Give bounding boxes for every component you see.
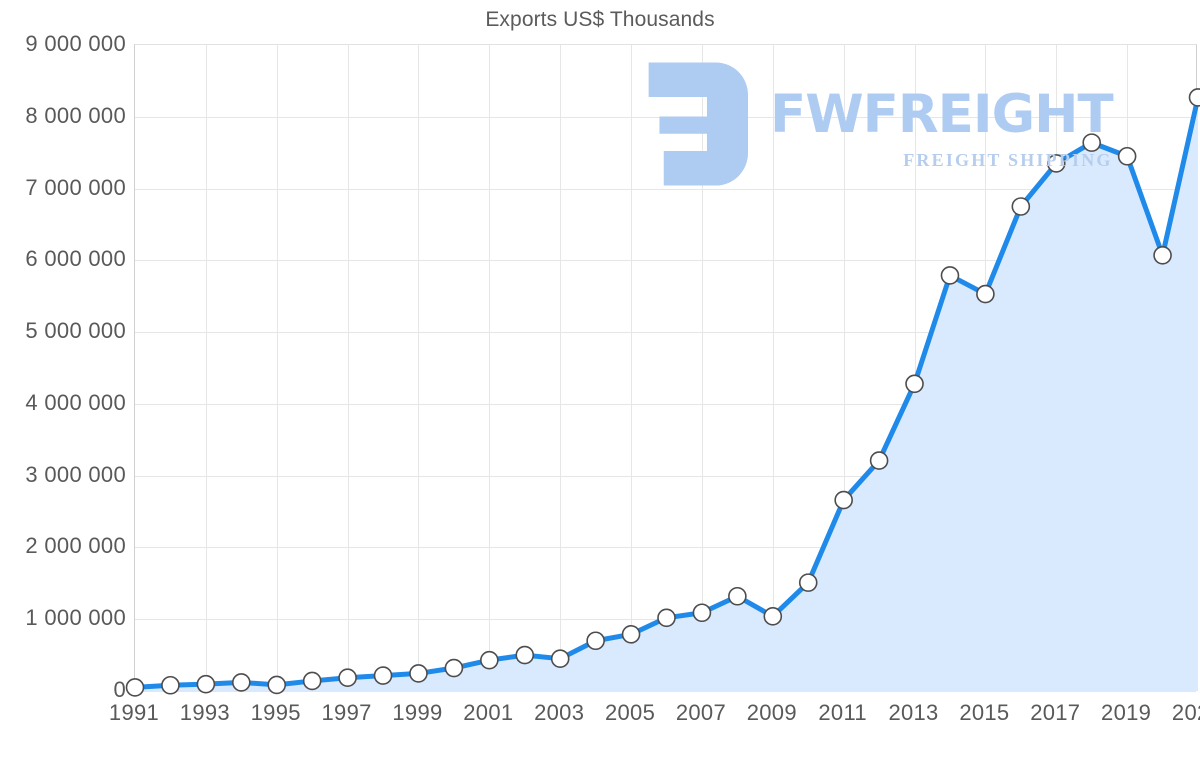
data-point-marker[interactable]: [480, 650, 499, 670]
chart-title: Exports US$ Thousands: [485, 8, 715, 31]
y-axis-tick-label: 7 000 000: [25, 174, 126, 200]
x-axis-tick-label: 1993: [179, 700, 230, 725]
y-axis-tick-label: 0: [113, 677, 126, 702]
data-point-marker[interactable]: [125, 678, 145, 697]
data-point-marker[interactable]: [232, 673, 251, 692]
y-axis-tick-label: 8 000 000: [25, 102, 126, 128]
x-axis-tick-label: 2009: [746, 700, 797, 725]
x-axis-tick-label: 2003: [534, 700, 585, 725]
data-point-marker[interactable]: [728, 586, 747, 606]
y-axis-tick-label: 1 000 000: [25, 605, 126, 631]
x-axis-tick-label: 2015: [959, 700, 1010, 725]
data-point-marker[interactable]: [1011, 197, 1031, 216]
exports-area-series: [125, 88, 1200, 697]
data-point-marker[interactable]: [692, 603, 712, 623]
data-point-marker[interactable]: [267, 675, 287, 695]
x-axis-tick-label: 2021: [1171, 700, 1200, 725]
data-point-marker[interactable]: [905, 374, 924, 394]
gridline-horizontal: [135, 691, 1196, 692]
data-point-marker[interactable]: [444, 658, 464, 678]
plot-area: [125, 44, 1200, 697]
x-axis-tick-label: 2017: [1030, 700, 1081, 725]
data-point-marker[interactable]: [657, 608, 676, 628]
gridline-vertical: [276, 45, 278, 690]
data-point-marker[interactable]: [1117, 146, 1137, 166]
y-axis-tick-label: 6 000 000: [25, 246, 126, 272]
data-point-marker[interactable]: [196, 674, 216, 694]
x-axis-tick-label: 2007: [675, 700, 726, 725]
gridline-vertical: [347, 45, 349, 690]
gridline-horizontal: [135, 475, 1196, 477]
data-point-marker[interactable]: [586, 631, 605, 651]
gridline-vertical: [772, 45, 774, 690]
y-axis-tick-label: 3 000 000: [25, 461, 126, 487]
y-axis-tick-label: 5 000 000: [25, 318, 126, 344]
x-axis-tick-label: 1997: [321, 700, 372, 725]
data-point-marker[interactable]: [409, 664, 428, 683]
data-point-marker[interactable]: [869, 451, 889, 470]
data-point-marker[interactable]: [302, 671, 322, 691]
x-axis-tick-label: 2013: [888, 700, 939, 725]
data-point-marker[interactable]: [515, 645, 535, 665]
x-axis-tick-label: 2019: [1101, 700, 1152, 725]
x-axis-tick-label: 2005: [604, 700, 656, 725]
x-axis-tick-label: 1991: [108, 700, 160, 725]
data-point-marker[interactable]: [373, 666, 393, 685]
y-axis-tick-label: 4 000 000: [25, 389, 126, 415]
x-axis-tick-label: 2011: [818, 700, 867, 725]
area-fill: [135, 97, 1198, 691]
gridline-vertical: [205, 45, 207, 690]
gridline-horizontal: [135, 403, 1196, 405]
data-point-marker[interactable]: [161, 675, 180, 695]
gridline-vertical: [418, 45, 420, 690]
data-point-marker[interactable]: [763, 607, 783, 626]
gridline-vertical: [631, 45, 633, 690]
data-point-marker[interactable]: [1188, 88, 1200, 107]
y-axis-tick-label: 2 000 000: [25, 533, 126, 559]
y-axis-tick-label: 9 000 000: [25, 31, 126, 56]
gridline-horizontal: [135, 188, 1196, 190]
x-axis-tick-label: 2001: [463, 700, 514, 725]
data-point-marker[interactable]: [550, 649, 570, 669]
gridline-vertical: [489, 45, 491, 690]
gridline-horizontal: [135, 260, 1196, 262]
data-point-marker[interactable]: [798, 573, 818, 592]
gridline-horizontal: [135, 332, 1196, 334]
data-point-marker[interactable]: [338, 668, 357, 688]
data-point-marker[interactable]: [976, 284, 995, 304]
data-point-marker[interactable]: [834, 490, 853, 510]
data-point-marker[interactable]: [1046, 154, 1066, 173]
gridline-vertical: [701, 45, 703, 690]
data-point-marker[interactable]: [1082, 133, 1102, 152]
x-axis-tick-label: 1995: [250, 700, 301, 725]
gridline-vertical: [843, 45, 845, 690]
data-point-marker[interactable]: [1153, 246, 1172, 265]
data-point-marker[interactable]: [940, 266, 960, 285]
data-point-marker[interactable]: [621, 624, 641, 644]
gridline-vertical: [560, 45, 562, 690]
x-axis-tick-label: 1999: [392, 700, 443, 725]
gridline-vertical: [914, 45, 916, 690]
gridline-horizontal: [135, 547, 1196, 549]
